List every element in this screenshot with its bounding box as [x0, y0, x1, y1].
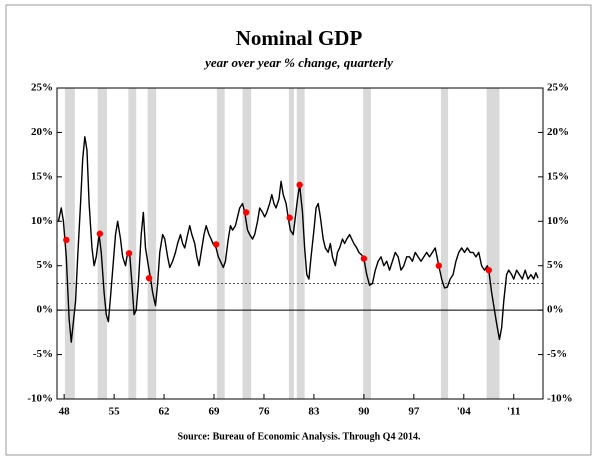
- recession-band: [128, 88, 137, 399]
- marker-dot: [485, 266, 492, 274]
- marker-dot: [296, 181, 303, 189]
- y-tick-label: 20%: [31, 126, 53, 138]
- y-tick-label: 15%: [31, 170, 53, 182]
- recession-band: [288, 88, 294, 399]
- marker-dot: [63, 236, 70, 244]
- y2-tick-label: 0%: [547, 304, 564, 316]
- x-tick-label: 48: [59, 406, 71, 418]
- y2-tick-label: 5%: [547, 259, 564, 271]
- recession-band: [64, 88, 75, 399]
- y-tick-label: -10%: [27, 393, 53, 405]
- recession-band: [486, 88, 500, 399]
- y2-tick-label: 20%: [547, 126, 569, 138]
- y2-tick-label: 15%: [547, 170, 569, 182]
- y-tick-label: -5%: [33, 348, 53, 360]
- y2-tick-label: -5%: [547, 348, 567, 360]
- marker-dot: [360, 255, 368, 262]
- x-tick-label: '04: [457, 406, 472, 418]
- x-tick-label: 97: [408, 406, 420, 418]
- x-tick-label: 83: [308, 406, 320, 418]
- chart-subtitle: year over year % change, quarterly: [203, 55, 393, 70]
- marker-dot: [96, 230, 104, 237]
- x-tick-label: 76: [258, 406, 270, 418]
- recession-band: [216, 88, 225, 399]
- x-tick-label: 62: [159, 406, 171, 418]
- recession-band: [147, 88, 157, 399]
- x-tick-label: 90: [358, 406, 370, 418]
- marker-dot: [286, 214, 293, 221]
- x-tick-label: '11: [507, 406, 520, 418]
- recession-band: [296, 88, 305, 399]
- y-tick-label: 0%: [37, 304, 54, 316]
- recession-band: [242, 88, 252, 399]
- y-tick-label: 10%: [31, 215, 53, 227]
- marker-dot: [125, 250, 133, 257]
- outer-frame: [5, 4, 592, 456]
- y2-tick-label: 25%: [547, 82, 569, 94]
- plot-frame: [56, 87, 544, 400]
- x-tick-label: 69: [209, 406, 221, 418]
- recession-band: [97, 88, 107, 399]
- chart-title: Nominal GDP: [236, 26, 363, 50]
- y-tick-label: 25%: [31, 82, 53, 94]
- x-tick-label: 55: [109, 406, 121, 418]
- marker-dot: [145, 274, 153, 282]
- marker-dot: [242, 209, 250, 216]
- marker-dot: [435, 262, 443, 269]
- recession-band: [440, 88, 449, 399]
- y2-tick-label: 10%: [547, 215, 569, 227]
- y-tick-label: 5%: [37, 259, 54, 271]
- marker-dot: [212, 241, 220, 248]
- recession-band: [363, 88, 372, 399]
- source-note: Source: Bureau of Economic Analysis. Thr…: [178, 431, 421, 442]
- y2-tick-label: -10%: [547, 393, 573, 405]
